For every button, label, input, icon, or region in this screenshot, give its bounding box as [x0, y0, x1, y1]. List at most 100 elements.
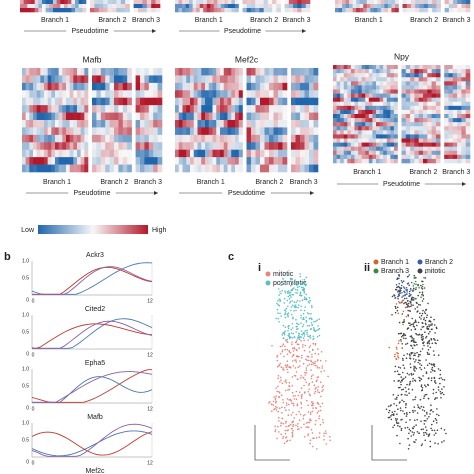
heatmap-cell — [365, 69, 370, 74]
umap-point — [408, 444, 411, 446]
umap-point — [315, 407, 318, 410]
heatmap-cell — [361, 73, 366, 78]
umap-point — [410, 302, 412, 304]
umap-point — [404, 386, 407, 389]
umap-point — [432, 392, 435, 395]
heatmap-cell — [80, 149, 85, 158]
heatmap-cell — [49, 4, 54, 9]
heatmap-cell — [452, 130, 458, 135]
heatmap-cell — [291, 90, 296, 99]
umap-point — [302, 317, 305, 319]
umap-point — [316, 448, 318, 450]
heatmap-cell — [175, 120, 180, 128]
umap-point — [403, 333, 405, 336]
heatmap-cell — [427, 0, 433, 5]
umap-point — [401, 313, 404, 315]
heatmap-cell — [238, 164, 243, 173]
heatmap-cell — [427, 150, 432, 156]
heatmap-cell — [401, 105, 407, 111]
umap-point — [304, 436, 306, 438]
heatmap-cell — [186, 134, 191, 143]
heatmap-cell — [193, 127, 198, 136]
umap-point — [412, 299, 414, 301]
heatmap-cell — [444, 97, 449, 103]
heatmap-cell — [25, 112, 30, 121]
heatmap-cell — [278, 112, 283, 121]
heatmap-cell — [224, 0, 229, 5]
heatmap-cell — [401, 89, 407, 94]
umap-point — [302, 344, 304, 346]
heatmap-cell — [155, 8, 161, 13]
umap-point — [303, 384, 305, 387]
heatmap-cell — [157, 157, 163, 165]
heatmap-cell — [333, 65, 337, 70]
heatmap-cell — [96, 149, 102, 158]
heatmap-cell — [196, 8, 200, 13]
heatmap-cell — [356, 0, 360, 5]
umap-point — [425, 372, 428, 375]
heatmap-cell — [100, 82, 106, 91]
heatmap-cell — [427, 114, 432, 119]
heatmap-cell — [22, 142, 26, 151]
heatmap-cell — [309, 142, 314, 151]
umap-point — [317, 386, 320, 388]
heatmap-cell — [25, 134, 30, 143]
umap-point — [281, 350, 284, 353]
heatmap-cell — [435, 130, 441, 135]
umap-point — [276, 359, 279, 362]
umap-point — [408, 428, 411, 431]
umap-point — [284, 389, 287, 392]
umap-point — [437, 386, 440, 388]
heatmap-cell — [125, 8, 130, 13]
umap-point — [314, 342, 317, 345]
heatmap-cell — [135, 149, 141, 158]
heatmap-cell — [260, 82, 265, 91]
heatmap-cell — [73, 127, 78, 136]
umap-point — [398, 379, 400, 382]
heatmap-cell — [208, 97, 213, 106]
heatmap-cell — [235, 82, 240, 91]
heatmap-cell — [304, 120, 310, 128]
heatmap-cell — [361, 142, 366, 147]
heatmap-cell — [105, 90, 110, 99]
heatmap-cell — [118, 134, 124, 143]
umap-point — [422, 335, 424, 338]
plot-title: Ackr3 — [86, 252, 104, 259]
heatmap-cell — [452, 142, 458, 147]
heatmap-cell — [305, 4, 311, 9]
heatmap-cell — [157, 90, 163, 99]
heatmap-cell — [62, 120, 67, 128]
umap-point — [414, 354, 416, 357]
heatmap-cell — [213, 8, 218, 13]
heatmap-cell — [405, 134, 411, 139]
heatmap-cell — [175, 112, 180, 121]
umap-point — [285, 420, 287, 423]
heatmap-cell — [419, 8, 424, 13]
heatmap-cell — [365, 109, 370, 115]
heatmap-cell — [448, 69, 454, 74]
heatmap-cell — [379, 158, 384, 164]
heatmap-cell — [465, 126, 471, 131]
heatmap-cell — [358, 154, 362, 160]
umap-point — [428, 319, 431, 322]
heatmap-cell — [92, 164, 97, 173]
umap-point — [327, 375, 329, 378]
heatmap-cell — [51, 68, 56, 76]
umap-point — [300, 322, 302, 324]
heatmap-cell — [114, 127, 119, 136]
heatmap-cell — [190, 127, 195, 136]
heatmap-cell — [193, 120, 198, 128]
umap-point — [288, 324, 290, 327]
heatmap-cell — [20, 4, 24, 9]
heatmap-cell — [62, 82, 67, 91]
heatmap-cell — [51, 142, 56, 151]
heatmap-cell — [148, 97, 154, 106]
umap-point — [427, 349, 430, 351]
heatmap-cell — [25, 157, 30, 165]
heatmap-cell — [118, 127, 124, 136]
umap — [268, 273, 332, 450]
heatmap-cell — [278, 164, 283, 173]
heatmap-cell — [313, 120, 319, 128]
heatmap-cell — [444, 114, 449, 119]
heatmap-cell — [414, 150, 419, 156]
